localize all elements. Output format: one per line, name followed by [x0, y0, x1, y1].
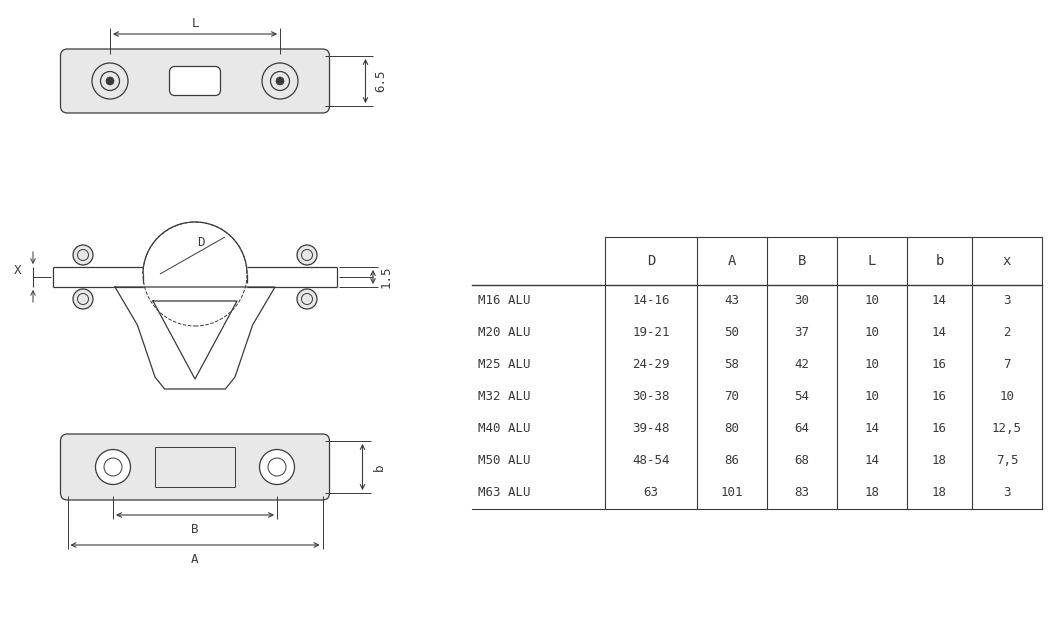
- Text: 14: 14: [865, 423, 880, 436]
- Text: 7: 7: [1004, 358, 1011, 371]
- Text: 86: 86: [724, 454, 740, 467]
- Text: A: A: [727, 254, 736, 268]
- Text: 2: 2: [1004, 326, 1011, 339]
- Circle shape: [297, 245, 317, 265]
- Text: A: A: [191, 553, 199, 566]
- Text: 48-54: 48-54: [633, 454, 669, 467]
- Text: 24-29: 24-29: [633, 358, 669, 371]
- Text: 70: 70: [724, 391, 740, 404]
- Text: 10: 10: [865, 358, 880, 371]
- Text: 63: 63: [643, 487, 659, 500]
- Text: M63 ALU: M63 ALU: [478, 487, 531, 500]
- Text: 3: 3: [1004, 487, 1011, 500]
- Circle shape: [106, 77, 114, 85]
- Circle shape: [268, 458, 286, 476]
- Text: 14: 14: [865, 454, 880, 467]
- Text: 18: 18: [932, 454, 947, 467]
- Text: L: L: [191, 17, 199, 30]
- Text: M32 ALU: M32 ALU: [478, 391, 531, 404]
- Text: 18: 18: [932, 487, 947, 500]
- Circle shape: [302, 249, 312, 261]
- Text: M16 ALU: M16 ALU: [478, 295, 531, 308]
- FancyBboxPatch shape: [61, 434, 330, 500]
- FancyBboxPatch shape: [169, 66, 221, 95]
- Text: 37: 37: [795, 326, 809, 339]
- Text: 14: 14: [932, 295, 947, 308]
- Text: 39-48: 39-48: [633, 423, 669, 436]
- Text: 64: 64: [795, 423, 809, 436]
- Text: 16: 16: [932, 358, 947, 371]
- Text: 3: 3: [1004, 295, 1011, 308]
- Text: 83: 83: [795, 487, 809, 500]
- Circle shape: [302, 293, 312, 305]
- Text: 30-38: 30-38: [633, 391, 669, 404]
- Text: 18: 18: [865, 487, 880, 500]
- Text: 16: 16: [932, 391, 947, 404]
- Text: 42: 42: [795, 358, 809, 371]
- Circle shape: [260, 449, 294, 485]
- Circle shape: [101, 72, 120, 90]
- Circle shape: [276, 77, 284, 85]
- Circle shape: [270, 72, 289, 90]
- Text: 10: 10: [1000, 391, 1014, 404]
- Circle shape: [73, 245, 92, 265]
- Circle shape: [78, 249, 88, 261]
- Text: 43: 43: [724, 295, 740, 308]
- Circle shape: [104, 458, 122, 476]
- Text: 7,5: 7,5: [995, 454, 1018, 467]
- FancyBboxPatch shape: [61, 49, 330, 113]
- Circle shape: [297, 289, 317, 309]
- Text: 54: 54: [795, 391, 809, 404]
- Text: 19-21: 19-21: [633, 326, 669, 339]
- Text: 1.5: 1.5: [380, 266, 393, 288]
- Text: B: B: [798, 254, 806, 268]
- Text: 10: 10: [865, 295, 880, 308]
- Text: 10: 10: [865, 326, 880, 339]
- Text: 30: 30: [795, 295, 809, 308]
- Text: 101: 101: [721, 487, 743, 500]
- Text: M20 ALU: M20 ALU: [478, 326, 531, 339]
- Circle shape: [92, 63, 128, 99]
- Text: M40 ALU: M40 ALU: [478, 423, 531, 436]
- Text: 80: 80: [724, 423, 740, 436]
- Text: 14-16: 14-16: [633, 295, 669, 308]
- Text: b: b: [372, 463, 386, 471]
- Circle shape: [262, 63, 298, 99]
- Text: 50: 50: [724, 326, 740, 339]
- Text: B: B: [191, 523, 199, 536]
- Text: x: x: [1003, 254, 1011, 268]
- Text: D: D: [646, 254, 655, 268]
- Text: L: L: [868, 254, 877, 268]
- Text: 68: 68: [795, 454, 809, 467]
- Text: X: X: [14, 264, 21, 277]
- Text: b: b: [935, 254, 944, 268]
- Circle shape: [73, 289, 92, 309]
- Text: M50 ALU: M50 ALU: [478, 454, 531, 467]
- Circle shape: [78, 293, 88, 305]
- Circle shape: [96, 449, 130, 485]
- Text: 14: 14: [932, 326, 947, 339]
- Text: 6.5: 6.5: [374, 70, 388, 92]
- Text: 58: 58: [724, 358, 740, 371]
- Text: 12,5: 12,5: [992, 423, 1022, 436]
- Text: D: D: [198, 235, 205, 248]
- Text: 10: 10: [865, 391, 880, 404]
- Text: M25 ALU: M25 ALU: [478, 358, 531, 371]
- Text: 16: 16: [932, 423, 947, 436]
